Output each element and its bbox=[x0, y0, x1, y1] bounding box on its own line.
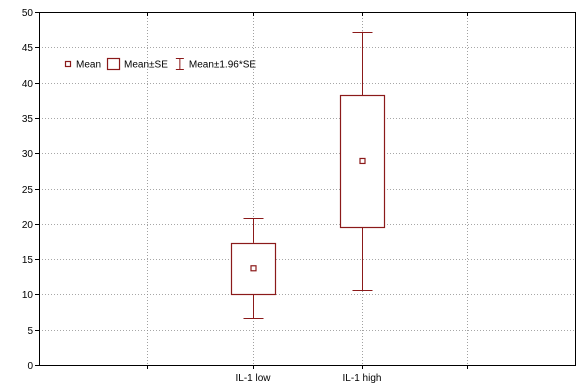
y-tick-label: 20 bbox=[22, 220, 34, 231]
box-group bbox=[339, 31, 386, 291]
legend-mean-marker bbox=[64, 60, 72, 68]
se-box bbox=[339, 94, 386, 229]
plot-frame bbox=[39, 12, 576, 366]
legend-label: Mean bbox=[76, 60, 101, 71]
y-tick-label: 45 bbox=[22, 43, 34, 54]
grid-lines bbox=[39, 12, 576, 365]
y-tick-label: 40 bbox=[22, 79, 34, 90]
axes: 0 5 10 15 20 25 30 35 40 45 50 IL-1 low IL-1 high bbox=[22, 8, 576, 384]
box-group bbox=[230, 218, 277, 319]
legend: Mean Mean±SE Mean±1.96*SE bbox=[64, 57, 257, 71]
legend-box-marker bbox=[106, 57, 121, 71]
y-tick-label: 25 bbox=[22, 185, 34, 196]
legend-item: Mean bbox=[64, 60, 101, 71]
y-tick-label: 30 bbox=[22, 149, 34, 160]
data-marks bbox=[230, 31, 386, 319]
x-tick-label: IL-1 high bbox=[343, 373, 382, 384]
legend-item: Mean±1.96*SE bbox=[175, 58, 257, 71]
legend-item: Mean±SE bbox=[106, 57, 168, 71]
y-tick-label: 35 bbox=[22, 114, 34, 125]
y-tick-label: 50 bbox=[22, 8, 34, 19]
x-tick-label: IL-1 low bbox=[235, 373, 271, 384]
mean-marker bbox=[359, 157, 366, 165]
legend-label: Mean±SE bbox=[124, 60, 168, 71]
mean-marker bbox=[250, 265, 257, 272]
y-tick-label: 15 bbox=[22, 255, 34, 266]
legend-label: Mean±1.96*SE bbox=[189, 60, 257, 71]
y-tick-label: 5 bbox=[27, 326, 33, 337]
y-tick-label: 10 bbox=[22, 290, 34, 301]
y-tick-label: 0 bbox=[27, 361, 33, 372]
